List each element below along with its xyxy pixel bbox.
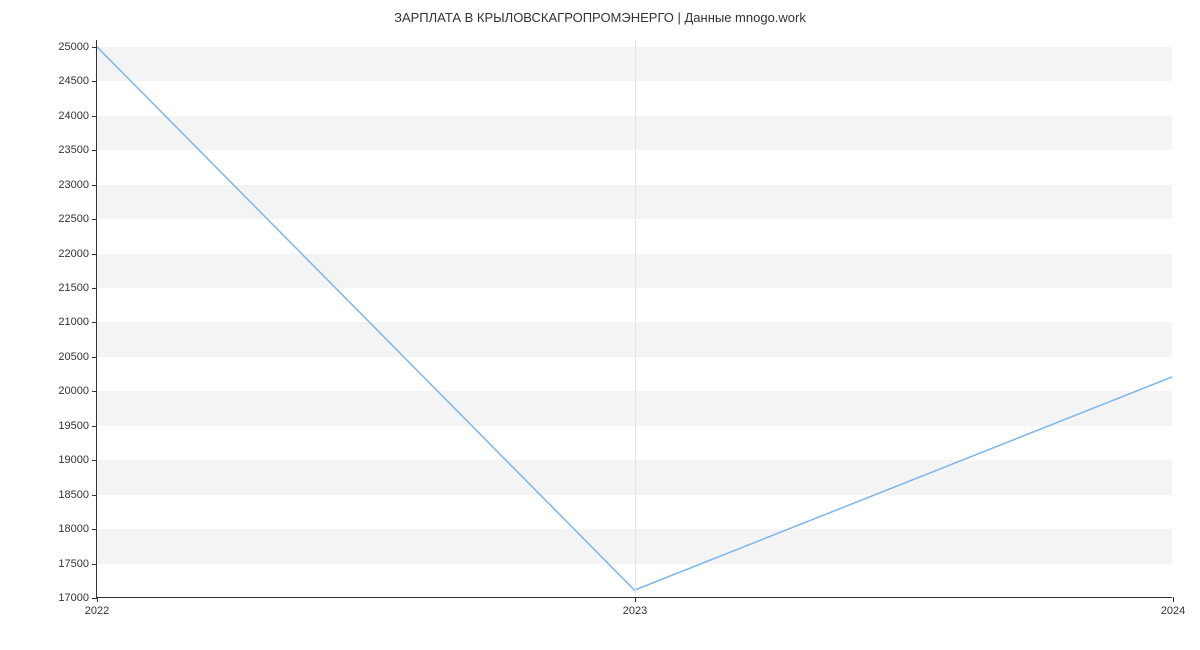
y-tick-label: 22500 bbox=[58, 213, 89, 225]
y-tick-mark bbox=[92, 219, 97, 220]
y-tick-mark bbox=[92, 185, 97, 186]
x-tick-mark bbox=[97, 597, 98, 602]
x-tick-mark bbox=[1173, 597, 1174, 602]
y-tick-mark bbox=[92, 81, 97, 82]
y-tick-label: 19500 bbox=[58, 420, 89, 432]
x-tick-label: 2022 bbox=[85, 605, 109, 617]
y-tick-mark bbox=[92, 116, 97, 117]
y-tick-mark bbox=[92, 426, 97, 427]
x-gridline bbox=[635, 40, 636, 597]
y-tick-label: 18000 bbox=[58, 523, 89, 535]
y-tick-label: 22000 bbox=[58, 248, 89, 260]
y-tick-label: 20500 bbox=[58, 351, 89, 363]
y-tick-label: 20000 bbox=[58, 385, 89, 397]
y-tick-label: 23500 bbox=[58, 144, 89, 156]
y-tick-mark bbox=[92, 150, 97, 151]
y-tick-mark bbox=[92, 288, 97, 289]
y-tick-label: 24000 bbox=[58, 110, 89, 122]
y-tick-label: 19000 bbox=[58, 454, 89, 466]
chart-title: ЗАРПЛАТА В КРЫЛОВСКАГРОПРОМЭНЕРГО | Данн… bbox=[0, 10, 1200, 25]
y-tick-label: 25000 bbox=[58, 41, 89, 53]
y-tick-mark bbox=[92, 495, 97, 496]
y-tick-mark bbox=[92, 529, 97, 530]
x-tick-label: 2023 bbox=[623, 605, 647, 617]
y-tick-label: 21500 bbox=[58, 282, 89, 294]
y-tick-mark bbox=[92, 564, 97, 565]
y-tick-mark bbox=[92, 460, 97, 461]
y-tick-label: 21000 bbox=[58, 316, 89, 328]
x-tick-label: 2024 bbox=[1161, 605, 1185, 617]
y-tick-mark bbox=[92, 357, 97, 358]
y-tick-label: 24500 bbox=[58, 75, 89, 87]
y-tick-label: 18500 bbox=[58, 489, 89, 501]
y-tick-label: 17000 bbox=[58, 592, 89, 604]
y-tick-mark bbox=[92, 254, 97, 255]
y-tick-label: 17500 bbox=[58, 558, 89, 570]
x-tick-mark bbox=[635, 597, 636, 602]
y-tick-mark bbox=[92, 47, 97, 48]
salary-chart: ЗАРПЛАТА В КРЫЛОВСКАГРОПРОМЭНЕРГО | Данн… bbox=[0, 0, 1200, 650]
y-tick-label: 23000 bbox=[58, 179, 89, 191]
y-tick-mark bbox=[92, 391, 97, 392]
y-tick-mark bbox=[92, 322, 97, 323]
plot-area: 1700017500180001850019000195002000020500… bbox=[96, 40, 1172, 598]
